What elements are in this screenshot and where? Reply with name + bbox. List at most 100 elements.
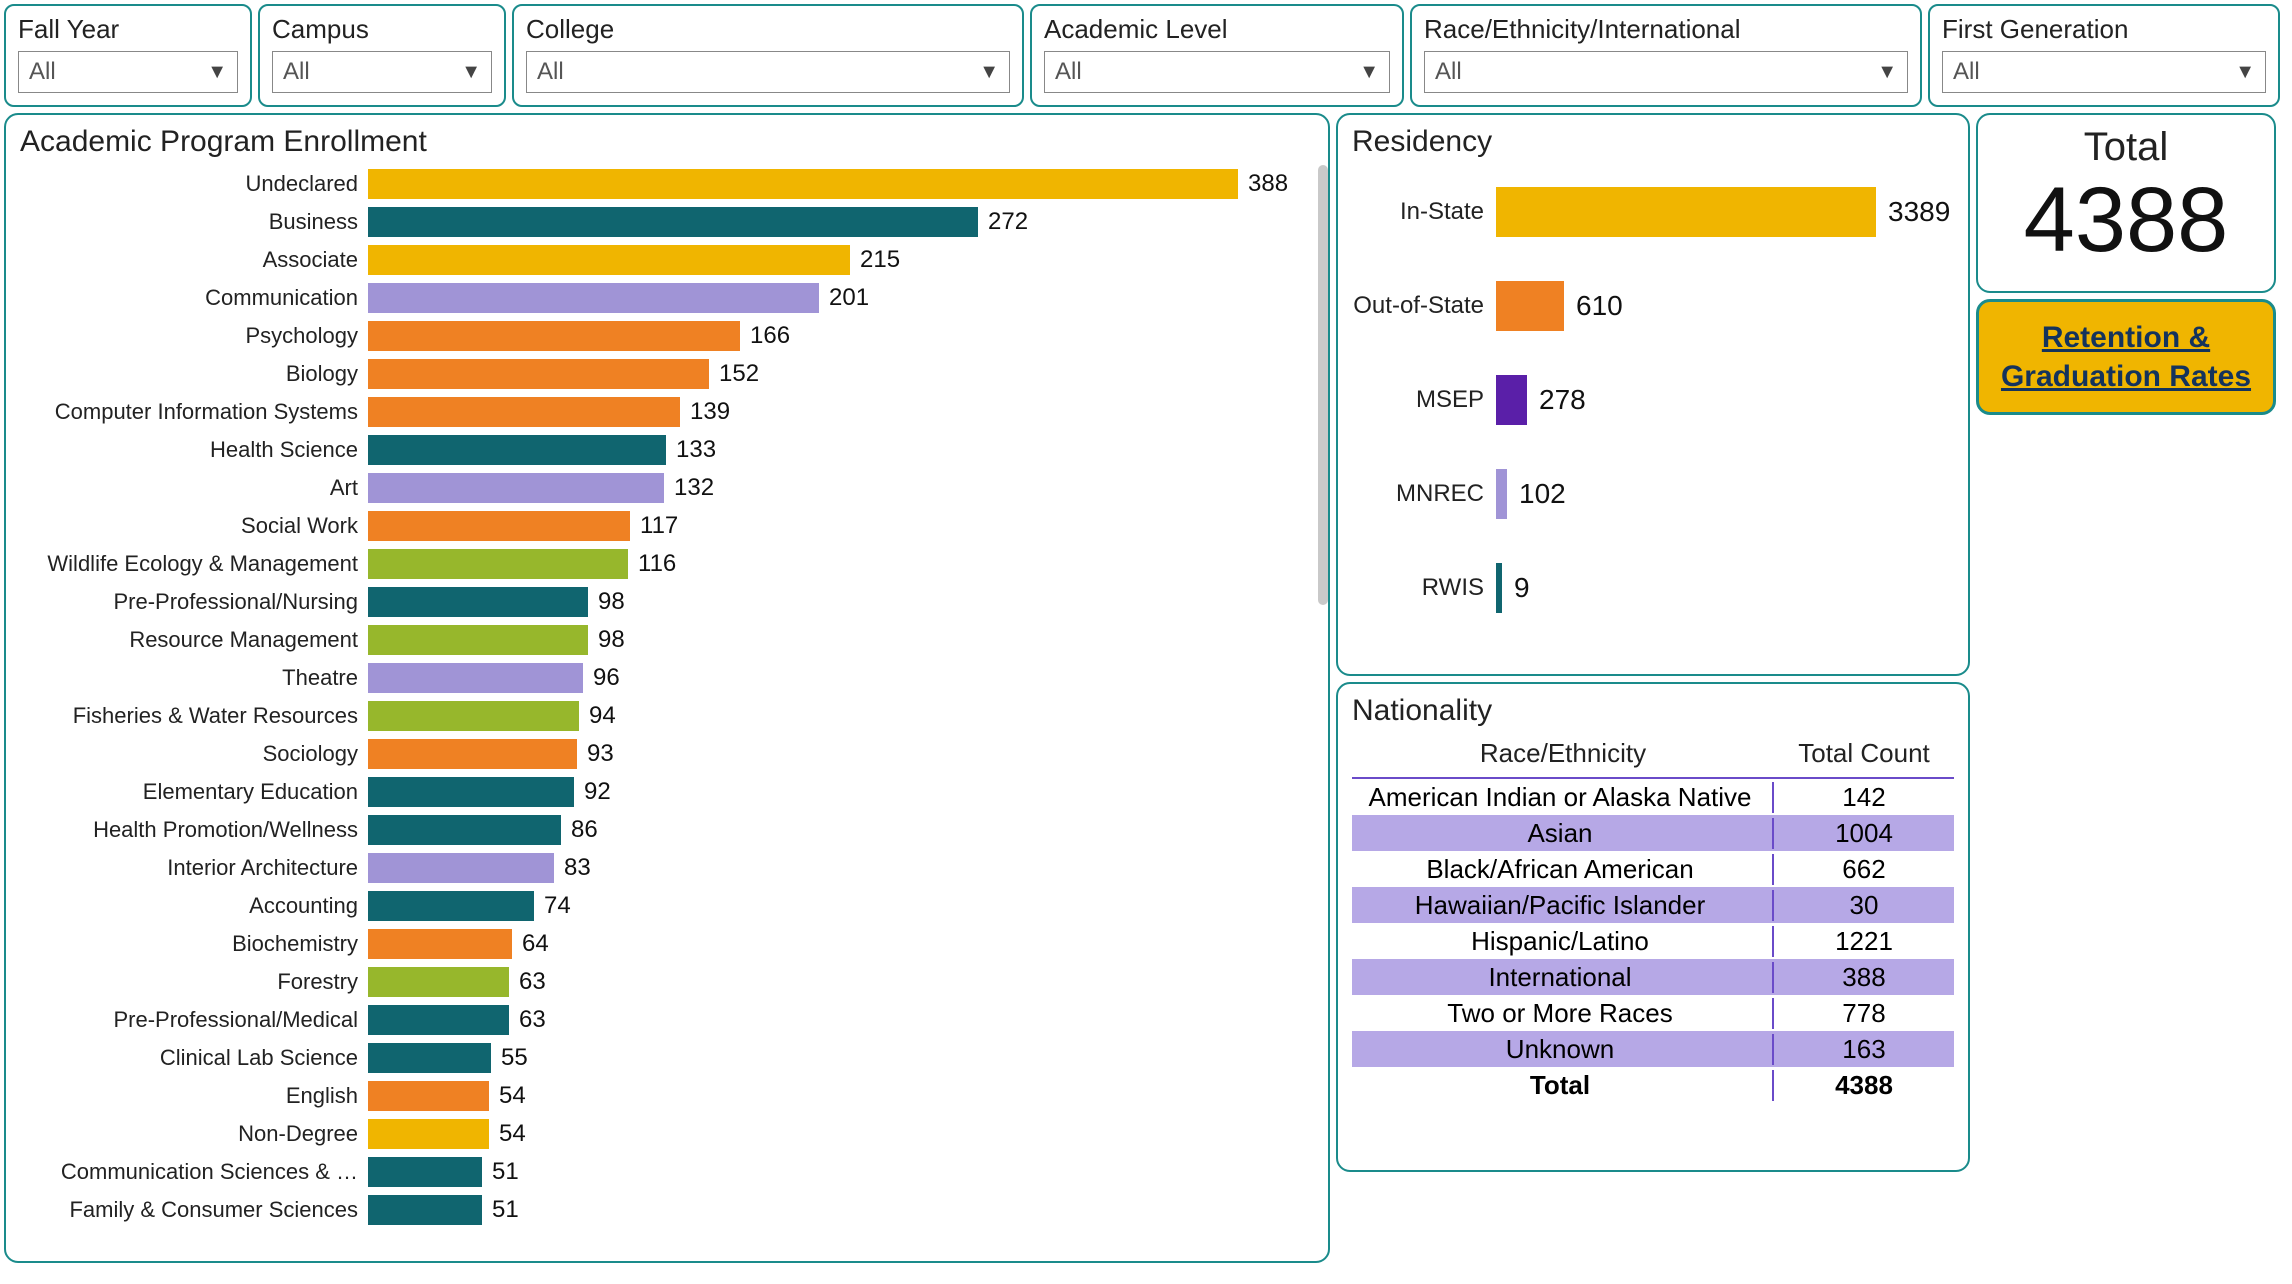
program-value: 152: [719, 360, 759, 388]
total-value: 4388: [1978, 170, 2274, 271]
program-bar[interactable]: [368, 359, 709, 389]
residency-bar[interactable]: [1496, 563, 1502, 613]
program-bar-wrap: 388: [368, 169, 1314, 199]
filter-select[interactable]: All▼: [1424, 51, 1908, 93]
program-bar[interactable]: [368, 739, 577, 769]
program-bar[interactable]: [368, 283, 819, 313]
program-bar[interactable]: [368, 169, 1238, 199]
residency-row: MSEP278: [1352, 353, 1954, 447]
chevron-down-icon: ▼: [979, 61, 999, 84]
program-row: Pre-Professional/Nursing98: [20, 583, 1314, 621]
program-row: Accounting74: [20, 887, 1314, 925]
program-label: Biology: [20, 361, 368, 387]
nationality-col2-header: Total Count: [1774, 738, 1954, 769]
program-label: Clinical Lab Science: [20, 1045, 368, 1071]
residency-bar[interactable]: [1496, 281, 1564, 331]
filter-label: College: [526, 14, 1010, 45]
program-bar-wrap: 117: [368, 511, 1314, 541]
program-label: Associate: [20, 247, 368, 273]
program-label: Business: [20, 209, 368, 235]
program-row: Forestry63: [20, 963, 1314, 1001]
program-bar[interactable]: [368, 815, 561, 845]
program-bar[interactable]: [368, 321, 740, 351]
residency-row: Out-of-State610: [1352, 259, 1954, 353]
nationality-headers: Race/Ethnicity Total Count: [1352, 734, 1954, 777]
nationality-label: Two or More Races: [1352, 998, 1774, 1029]
program-bar[interactable]: [368, 207, 978, 237]
program-bar-wrap: 51: [368, 1195, 1314, 1225]
nationality-row: Unknown163: [1352, 1031, 1954, 1067]
program-bar[interactable]: [368, 435, 666, 465]
filter-select[interactable]: All▼: [272, 51, 492, 93]
program-bar[interactable]: [368, 777, 574, 807]
nationality-value: 662: [1774, 854, 1954, 885]
filter-academic-level: Academic LevelAll▼: [1030, 4, 1404, 107]
program-bar[interactable]: [368, 929, 512, 959]
program-label: Forestry: [20, 969, 368, 995]
residency-bar[interactable]: [1496, 375, 1527, 425]
residency-row: RWIS9: [1352, 541, 1954, 635]
program-bar[interactable]: [368, 549, 628, 579]
residency-bar[interactable]: [1496, 187, 1876, 237]
program-bar[interactable]: [368, 1157, 482, 1187]
program-value: 98: [598, 588, 625, 616]
program-bar[interactable]: [368, 1081, 489, 1111]
program-bar[interactable]: [368, 625, 588, 655]
program-row: English54: [20, 1077, 1314, 1115]
program-value: 272: [988, 208, 1028, 236]
program-row: Associate215: [20, 241, 1314, 279]
program-row: Psychology166: [20, 317, 1314, 355]
program-bar[interactable]: [368, 663, 583, 693]
program-bar[interactable]: [368, 701, 579, 731]
program-value: 64: [522, 930, 549, 958]
residency-row: MNREC102: [1352, 447, 1954, 541]
chevron-down-icon: ▼: [1877, 61, 1897, 84]
program-bar[interactable]: [368, 891, 534, 921]
nationality-label: Asian: [1352, 818, 1774, 849]
filter-label: Campus: [272, 14, 492, 45]
program-value: 54: [499, 1082, 526, 1110]
program-bar[interactable]: [368, 1005, 509, 1035]
scrollbar-thumb[interactable]: [1318, 165, 1328, 605]
program-row: Communication201: [20, 279, 1314, 317]
main-area: Academic Program Enrollment Undeclared38…: [4, 113, 2288, 1263]
program-bar[interactable]: [368, 1195, 482, 1225]
program-bar[interactable]: [368, 245, 850, 275]
program-label: Undeclared: [20, 171, 368, 197]
filter-select[interactable]: All ▼: [1942, 51, 2266, 93]
filter-label: Race/Ethnicity/International: [1424, 14, 1908, 45]
filter-select[interactable]: All▼: [18, 51, 238, 93]
total-card: Total 4388: [1976, 113, 2276, 293]
retention-link[interactable]: Retention & Graduation Rates: [1976, 299, 2276, 415]
program-bar-wrap: 94: [368, 701, 1314, 731]
residency-label: MSEP: [1352, 386, 1496, 414]
program-bar-wrap: 54: [368, 1081, 1314, 1111]
program-bar[interactable]: [368, 1043, 491, 1073]
program-value: 74: [544, 892, 571, 920]
program-label: Non-Degree: [20, 1121, 368, 1147]
program-bar[interactable]: [368, 397, 680, 427]
program-bar[interactable]: [368, 967, 509, 997]
nationality-body: American Indian or Alaska Native142Asian…: [1352, 777, 1954, 1103]
program-bar[interactable]: [368, 511, 630, 541]
nationality-total-value: 4388: [1774, 1070, 1954, 1101]
program-bar[interactable]: [368, 473, 664, 503]
filter-value: All: [1953, 58, 1980, 86]
program-bar[interactable]: [368, 1119, 489, 1149]
nationality-label: Unknown: [1352, 1034, 1774, 1065]
nationality-col1-header: Race/Ethnicity: [1352, 738, 1774, 769]
program-bar-wrap: 92: [368, 777, 1314, 807]
program-label: Biochemistry: [20, 931, 368, 957]
program-bar[interactable]: [368, 587, 588, 617]
residency-bar[interactable]: [1496, 469, 1507, 519]
program-row: Elementary Education92: [20, 773, 1314, 811]
filter-select[interactable]: All▼: [1044, 51, 1390, 93]
chevron-down-icon: ▼: [2235, 61, 2255, 84]
nationality-row: International388: [1352, 959, 1954, 995]
program-value: 94: [589, 702, 616, 730]
chevron-down-icon: ▼: [1359, 61, 1379, 84]
filter-label: Fall Year: [18, 14, 238, 45]
filter-select[interactable]: All▼: [526, 51, 1010, 93]
program-bar[interactable]: [368, 853, 554, 883]
residency-label: In-State: [1352, 198, 1496, 226]
